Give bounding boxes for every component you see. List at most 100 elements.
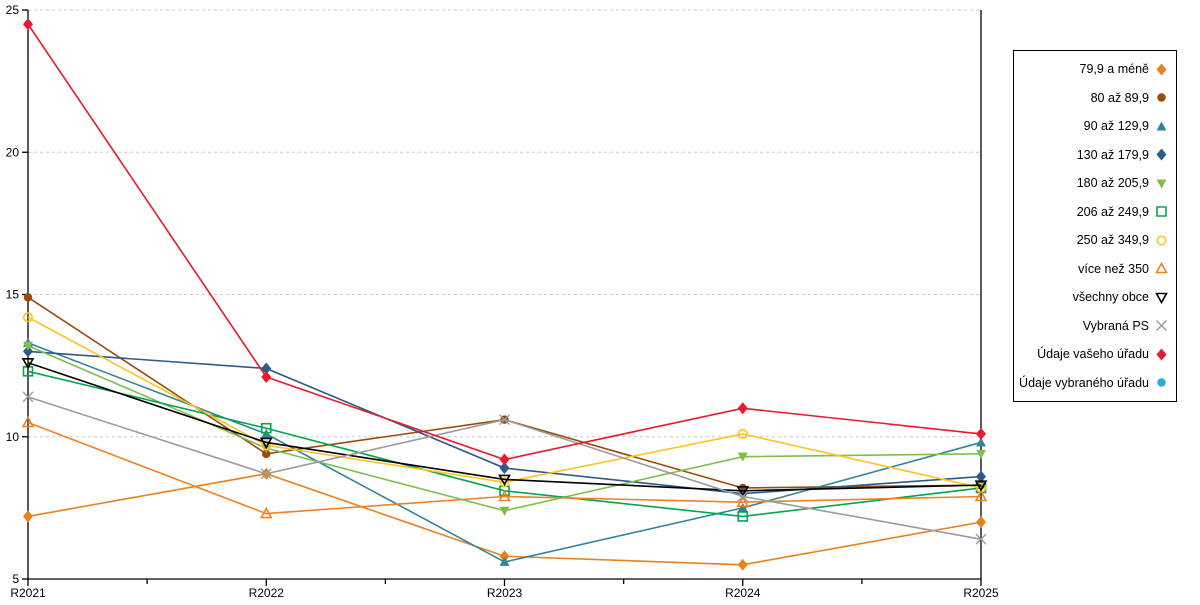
legend-item-5[interactable]: 206 až 249,9	[1014, 200, 1176, 224]
circle-marker-icon	[1157, 378, 1166, 387]
data-point-marker[interactable]	[23, 341, 33, 351]
legend-item-label: všechny obce	[1072, 290, 1149, 305]
legend-item-9[interactable]: Vybraná PS	[1014, 314, 1176, 338]
data-point-marker[interactable]	[21, 415, 35, 428]
legend-item-11[interactable]: Údaje vybraného úřadu	[1014, 371, 1176, 395]
data-point-marker[interactable]	[737, 428, 748, 439]
data-point-marker[interactable]	[499, 506, 510, 516]
data-point-marker[interactable]	[737, 511, 749, 522]
data-point-marker[interactable]	[976, 470, 986, 483]
legend-item-label: více než 350	[1078, 261, 1149, 276]
data-point-marker[interactable]	[260, 422, 272, 434]
y-tick-label: 10	[6, 430, 20, 444]
y-tick-label: 15	[6, 288, 20, 302]
data-point-marker[interactable]	[736, 495, 750, 507]
series-line-2	[27, 342, 982, 563]
circle-marker-icon	[1156, 235, 1167, 246]
series-line-6	[27, 316, 982, 489]
data-point-marker[interactable]	[261, 440, 272, 451]
data-point-marker[interactable]	[736, 486, 750, 498]
diamond-marker-icon	[1156, 348, 1167, 361]
series-line-7	[27, 421, 982, 515]
data-point-marker[interactable]	[22, 366, 34, 377]
circle-marker-icon	[1157, 93, 1166, 102]
x-tick-label: R2024	[725, 586, 761, 600]
legend-item-8[interactable]: všechny obce	[1014, 285, 1176, 309]
data-point-marker[interactable]	[260, 468, 272, 480]
legend-item-1[interactable]: 80 až 89,9	[1014, 86, 1176, 110]
data-point-marker[interactable]	[259, 506, 273, 519]
legend-marker-shape	[1155, 262, 1168, 274]
x-tick-label: R2025	[963, 586, 999, 600]
data-point-marker[interactable]	[22, 391, 34, 403]
data-point-marker[interactable]	[498, 474, 511, 487]
legend-item-label: 206 až 249,9	[1076, 204, 1149, 219]
data-point-marker[interactable]	[498, 489, 511, 502]
data-point-marker[interactable]	[259, 437, 273, 450]
legend-item-label: Údaje vybraného úřadu	[1019, 375, 1149, 390]
legend-marker-shape	[1157, 93, 1166, 102]
legend-marker-shape	[1156, 148, 1167, 161]
data-point-marker[interactable]	[23, 510, 33, 523]
legend-marker-shape	[1156, 348, 1167, 361]
legend-marker-shape	[1156, 179, 1167, 189]
legend-marker-shape	[1156, 63, 1167, 76]
data-point-marker[interactable]	[737, 402, 748, 415]
data-point-marker[interactable]	[499, 453, 510, 466]
data-point-marker[interactable]	[23, 293, 33, 302]
data-point-marker[interactable]	[499, 556, 510, 566]
data-point-marker[interactable]	[262, 449, 271, 459]
legend-marker-shape	[1156, 235, 1167, 246]
data-point-marker[interactable]	[737, 452, 748, 462]
data-point-marker[interactable]	[499, 550, 510, 563]
data-point-marker[interactable]	[499, 462, 510, 475]
data-point-marker[interactable]	[976, 449, 986, 459]
diamond-marker-icon	[1156, 148, 1167, 161]
data-point-marker[interactable]	[976, 437, 986, 447]
series-line-8	[27, 362, 982, 492]
y-tick-label: 25	[6, 3, 20, 17]
legend-item-2[interactable]: 90 až 129,9	[1014, 114, 1176, 138]
legend-item-label: 90 až 129,9	[1083, 119, 1149, 134]
data-point-marker[interactable]	[261, 371, 272, 384]
data-point-marker[interactable]	[976, 516, 986, 529]
legend-item-4[interactable]: 180 až 205,9	[1014, 171, 1176, 195]
x-tick-label: R2022	[249, 586, 285, 600]
legend-marker-shape	[1156, 121, 1167, 131]
legend-item-0[interactable]: 79,9 a méně	[1014, 57, 1176, 81]
triangle-down-marker-icon	[1156, 179, 1167, 189]
data-point-marker[interactable]	[737, 558, 748, 571]
data-point-marker[interactable]	[23, 18, 33, 31]
data-point-marker[interactable]	[21, 357, 35, 370]
data-point-marker[interactable]	[974, 480, 988, 492]
data-point-marker[interactable]	[261, 362, 272, 375]
y-tick-label: 5	[12, 572, 19, 586]
triangle-up-marker-icon	[1156, 121, 1167, 131]
legend-marker-shape	[1157, 378, 1166, 387]
legend-item-7[interactable]: více než 350	[1014, 257, 1176, 281]
legend-item-3[interactable]: 130 až 179,9	[1014, 143, 1176, 167]
legend-item-6[interactable]: 250 až 349,9	[1014, 228, 1176, 252]
data-point-marker[interactable]	[23, 345, 33, 358]
square-marker-icon	[1156, 206, 1167, 218]
data-point-marker[interactable]	[976, 427, 986, 440]
x-tick-label: R2023	[487, 586, 523, 600]
data-point-marker[interactable]	[499, 414, 510, 426]
data-point-marker[interactable]	[499, 477, 510, 488]
data-point-marker[interactable]	[22, 312, 34, 323]
legend-item-label: 250 až 349,9	[1076, 233, 1149, 248]
triangle-down-marker-icon	[1155, 292, 1168, 304]
legend-item-10[interactable]: Údaje vašeho úřadu	[1014, 342, 1176, 366]
legend-item-label: 180 až 205,9	[1076, 176, 1149, 191]
legend-marker-shape	[1155, 292, 1168, 304]
legend-item-label: 79,9 a méně	[1079, 62, 1150, 77]
data-point-marker[interactable]	[737, 491, 749, 502]
data-point-marker[interactable]	[974, 489, 988, 502]
data-point-marker[interactable]	[737, 502, 748, 512]
y-tick-label: 20	[6, 145, 20, 159]
data-point-marker[interactable]	[975, 533, 987, 545]
x-tick-label: R2021	[10, 586, 46, 600]
legend-item-label: 130 až 179,9	[1076, 147, 1149, 162]
